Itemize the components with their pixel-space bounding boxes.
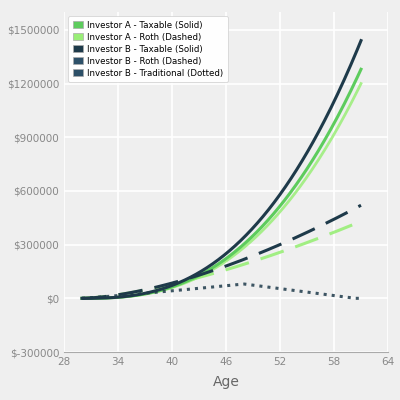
X-axis label: Age: Age <box>212 375 240 389</box>
Legend: Investor A - Taxable (Solid), Investor A - Roth (Dashed), Investor B - Taxable (: Investor A - Taxable (Solid), Investor A… <box>68 16 228 82</box>
